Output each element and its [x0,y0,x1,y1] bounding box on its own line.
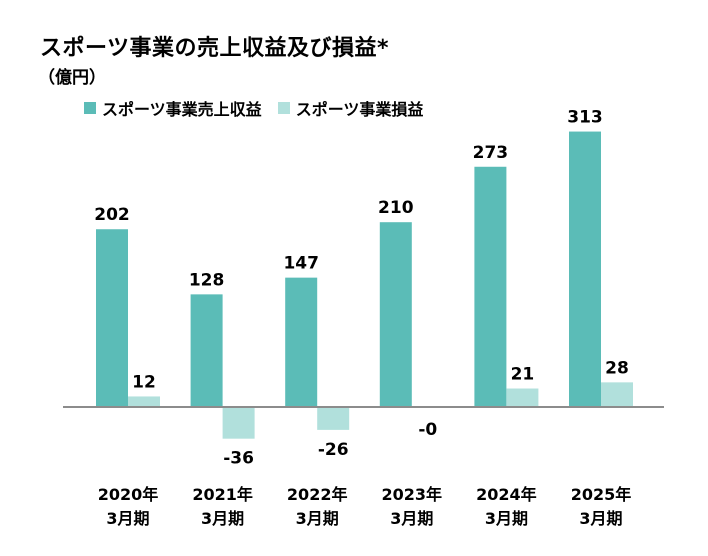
x-tick-label-year: 2020年 [98,485,159,504]
legend-label-profit: スポーツ事業損益 [295,100,424,119]
bar-revenue [96,229,128,407]
bar-profit [506,388,539,407]
bar-revenue [190,294,223,407]
x-tick-label-period: 3月期 [296,509,339,528]
legend-item-revenue: スポーツ事業売上収益 [84,96,262,120]
x-tick-label-period: 3月期 [106,509,149,528]
data-label-revenue: 147 [283,254,319,274]
bar-revenue [379,222,412,407]
bar-revenue [474,166,507,407]
x-tick-label-year: 2025年 [571,485,632,504]
data-label-profit: -36 [223,449,254,469]
x-tick-label-period: 3月期 [485,509,528,528]
x-tick-label-year: 2021年 [192,485,253,504]
data-label-profit: -26 [318,440,349,460]
data-label-revenue: 313 [567,108,603,128]
unit-label: （億円） [38,68,106,88]
legend-swatch-profit [277,102,290,114]
bar-profit [222,407,255,439]
bar-profit [601,382,633,407]
x-tick-label-period: 3月期 [390,509,433,528]
data-label-revenue: 210 [378,198,414,218]
data-label-profit: 28 [605,358,629,378]
x-tick-label-year: 2023年 [382,485,443,504]
data-label-revenue: 202 [94,205,130,225]
data-label-revenue: 273 [473,143,509,163]
bar-profit [317,407,350,430]
chart-title: スポーツ事業の売上収益及び損益* [40,36,390,61]
data-label-profit: 21 [511,365,535,385]
legend-label-revenue: スポーツ事業売上収益 [102,100,262,119]
legend: スポーツ事業売上収益 スポーツ事業損益 [84,96,439,120]
bar-revenue [285,277,318,407]
data-label-revenue: 128 [189,270,225,290]
x-tick-label-year: 2024年 [476,485,537,504]
legend-item-profit: スポーツ事業損益 [277,96,424,120]
data-label-profit: 12 [132,372,156,392]
data-label-profit: -0 [418,420,437,440]
legend-swatch-revenue [84,102,96,114]
bar-revenue [569,131,601,407]
x-tick-label-year: 2022年 [287,485,348,504]
bar-profit [128,396,160,407]
x-tick-label-period: 3月期 [579,509,622,528]
x-tick-label-period: 3月期 [201,509,244,528]
